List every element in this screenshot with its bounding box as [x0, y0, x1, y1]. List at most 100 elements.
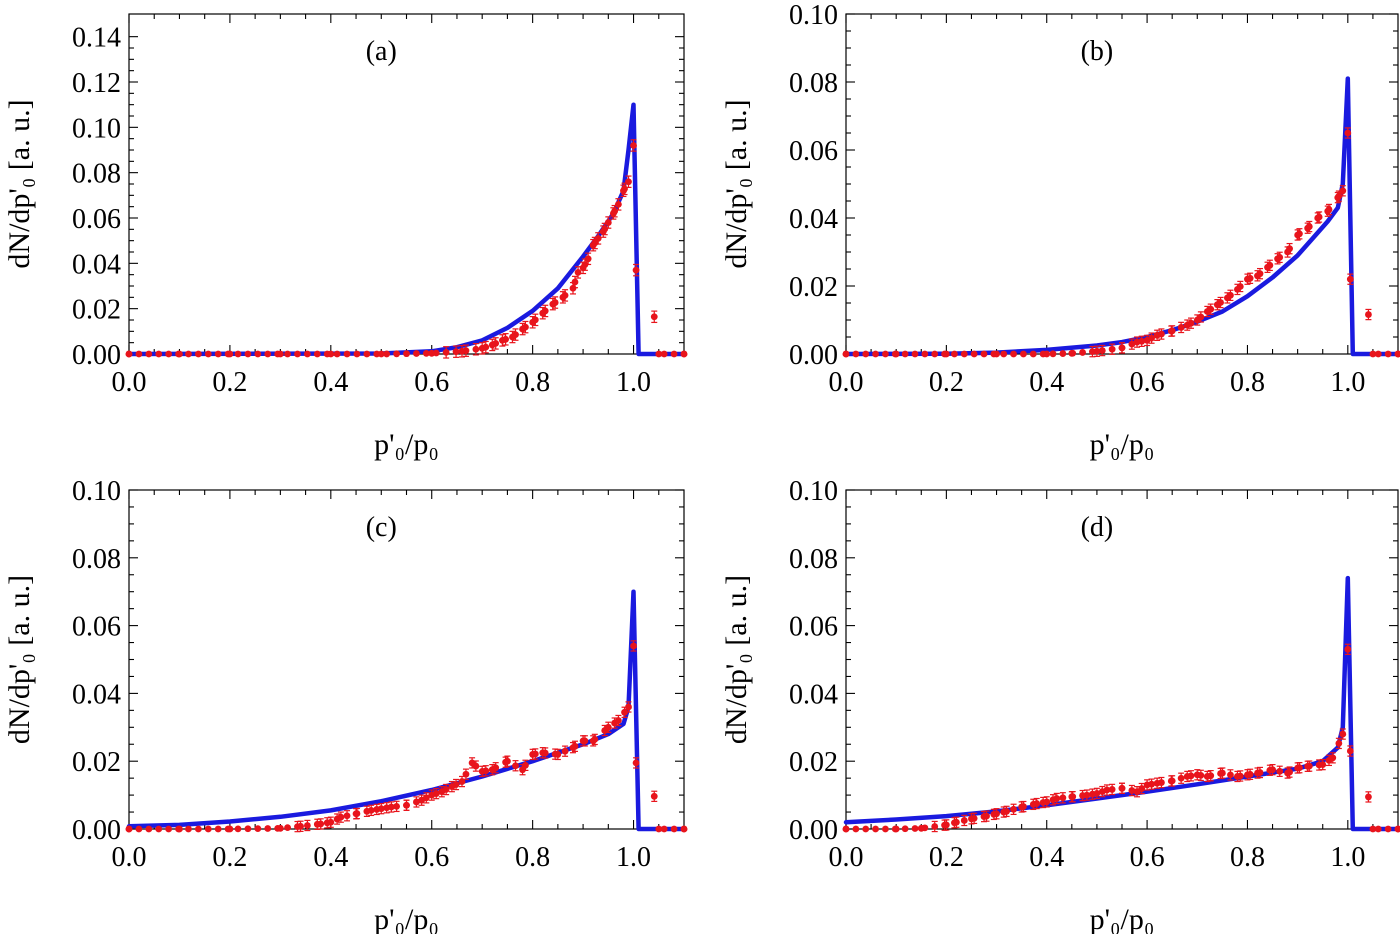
data-point [478, 344, 486, 352]
data-point [1374, 350, 1382, 358]
data-point [1103, 786, 1111, 794]
data-point [155, 350, 163, 358]
data-point [630, 642, 637, 650]
data-point [569, 284, 577, 292]
data-point [363, 350, 371, 358]
y-tick-label: 0.12 [72, 68, 121, 99]
data-point [226, 350, 234, 358]
data-point [185, 825, 192, 833]
data-point [1294, 764, 1302, 772]
data-point [1049, 350, 1057, 358]
data-point [670, 825, 678, 833]
data-point [1143, 781, 1151, 789]
data-point [882, 825, 889, 833]
data-point [297, 822, 304, 830]
data-point [1033, 800, 1041, 807]
data-point [294, 350, 301, 358]
data-point [931, 823, 939, 830]
data-point [1203, 773, 1211, 780]
data-point [1269, 766, 1276, 774]
data-point [472, 345, 480, 353]
y-tick-label: 0.10 [789, 476, 838, 507]
data-point [911, 350, 919, 358]
y-tick-label: 0.00 [789, 340, 838, 371]
data-point [561, 747, 569, 755]
data-point [1118, 344, 1126, 352]
data-point [1177, 774, 1185, 782]
data-point [1374, 825, 1382, 833]
data-point [1284, 769, 1291, 777]
data-point [574, 269, 582, 276]
data-point [458, 347, 466, 355]
data-point [1213, 301, 1221, 309]
data-point [1108, 345, 1116, 353]
data-point [234, 350, 242, 358]
data-point [911, 825, 919, 832]
data-point [539, 309, 547, 317]
panel-label: (d) [1081, 512, 1114, 543]
data-point [579, 264, 587, 272]
data-point [1168, 327, 1176, 335]
data-point [1010, 805, 1017, 813]
data-point [1218, 769, 1226, 777]
data-point [418, 796, 426, 804]
data-point [1043, 798, 1051, 806]
data-point [539, 749, 547, 757]
data-point [448, 783, 456, 791]
data-point [842, 350, 850, 358]
data-point [901, 350, 909, 358]
data-point [226, 825, 234, 833]
data-point [559, 293, 567, 301]
panel-c: 0.0 0.2 0.4 0.6 0.8 1.0 0.00 0.02 0.04 0.06 0.08 0.… [3, 476, 688, 934]
data-point [244, 825, 252, 833]
data-point [1244, 771, 1251, 779]
data-point [660, 825, 668, 833]
y-tick-label: 0.02 [789, 747, 838, 778]
data-point [660, 350, 668, 358]
data-point [1227, 771, 1234, 779]
panel-b: 0.0 0.2 0.4 0.6 0.8 1.0 0.00 0.02 0.04 0.06 0.08 0.… [720, 0, 1400, 461]
data-point [650, 313, 658, 321]
data-point [1276, 767, 1284, 775]
data-point [604, 723, 612, 731]
data-point [176, 825, 183, 833]
data-point [264, 825, 272, 832]
data-point [625, 703, 632, 711]
data-point [1079, 349, 1086, 356]
data-point [529, 751, 537, 758]
data-point [625, 178, 632, 186]
data-point [1254, 769, 1261, 777]
x-tick-label: 0.8 [1230, 842, 1265, 873]
x-tick-label: 1.0 [1330, 367, 1365, 398]
data-point [1346, 275, 1354, 283]
data-point [529, 318, 537, 326]
x-tick-label: 0.4 [1029, 367, 1064, 398]
data-point [1003, 807, 1010, 815]
y-tick-label: 0.08 [72, 544, 121, 575]
panel-label: (a) [366, 36, 397, 67]
data-point [1143, 337, 1151, 344]
y-tick-label: 0.04 [789, 679, 838, 710]
data-point [1284, 248, 1291, 256]
x-axis-label: p'₀/p₀ [374, 428, 439, 461]
y-tick-label: 0.02 [72, 295, 121, 326]
y-tick-label: 0.08 [789, 544, 838, 575]
data-point [313, 350, 321, 358]
data-point [254, 350, 262, 358]
data-point [1234, 773, 1241, 780]
data-point [498, 337, 506, 344]
data-point [872, 825, 879, 833]
data-point [960, 350, 968, 358]
data-point [519, 766, 526, 774]
data-point [931, 350, 939, 358]
y-tick-label: 0.14 [72, 23, 121, 54]
y-tick-label: 0.04 [72, 249, 121, 280]
data-point [1223, 294, 1231, 302]
data-point [632, 266, 640, 274]
data-point [185, 350, 192, 358]
data-point [554, 751, 562, 758]
y-tick-label: 0.10 [72, 476, 121, 507]
data-point [852, 350, 860, 358]
data-point [589, 737, 597, 745]
x-tick-label: 0.8 [515, 842, 550, 873]
